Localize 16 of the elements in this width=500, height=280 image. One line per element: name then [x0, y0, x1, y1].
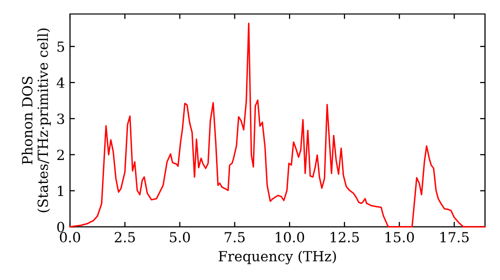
- x-tick-label: 17.5: [440, 232, 469, 242]
- y-tick-label: 0: [57, 222, 64, 232]
- y-axis-title: Phonon DOS (States/THz·primitive cell): [22, 28, 51, 212]
- x-axis-title: Frequency (THz): [218, 250, 336, 264]
- x-tick-label: 7.5: [224, 232, 245, 242]
- x-tick-label: 12.5: [330, 232, 359, 242]
- x-tick-label: 10.0: [276, 232, 304, 242]
- x-tick-label: 5.0: [170, 232, 190, 242]
- y-tick-label: 3: [57, 114, 64, 124]
- x-tick-label: 0.0: [60, 232, 80, 242]
- y-tick-label: 4: [56, 77, 64, 88]
- x-tick-label: 2.5: [114, 232, 135, 242]
- x-tick-label: 15.0: [386, 232, 414, 242]
- y-tick-label: 5: [57, 42, 64, 52]
- y-tick-label: 2: [57, 150, 64, 160]
- y-tick-label: 1: [58, 186, 64, 196]
